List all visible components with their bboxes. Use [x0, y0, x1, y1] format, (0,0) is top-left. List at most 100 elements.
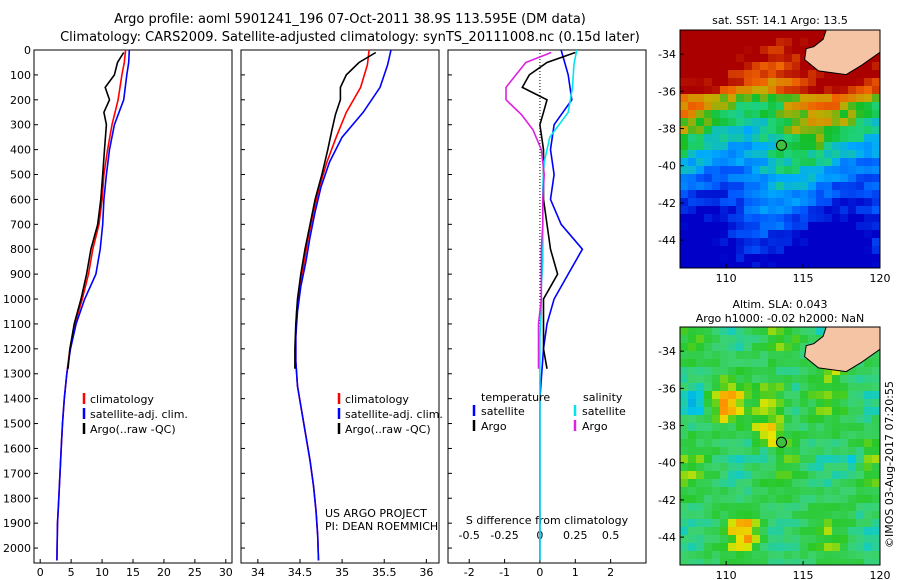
- map-cell: [776, 118, 784, 126]
- map-cell: [760, 110, 768, 118]
- map-cell: [712, 230, 720, 238]
- map-cell: [760, 511, 768, 519]
- map-cell: [704, 479, 712, 487]
- map-cell: [776, 94, 784, 102]
- map-cell: [768, 30, 776, 38]
- y-tick-label: -42: [658, 494, 676, 507]
- map-cell: [848, 399, 856, 407]
- y-tick-label: 1900: [3, 517, 31, 530]
- map-cell: [856, 262, 864, 268]
- map-cell: [792, 551, 800, 559]
- map-cell: [728, 383, 736, 391]
- map-cell: [800, 46, 808, 54]
- map-cell: [752, 142, 760, 150]
- map-cell: [752, 134, 760, 142]
- map-cell: [808, 118, 816, 126]
- y-tick-label: 900: [10, 268, 31, 281]
- map-cell: [864, 471, 872, 479]
- map-cell: [728, 230, 736, 238]
- map-cell: [704, 447, 712, 455]
- panel-frame: [33, 49, 233, 564]
- map-cell: [760, 94, 768, 102]
- map-cell: [832, 375, 840, 383]
- map-cell: [776, 262, 784, 268]
- x-tick-label: 36: [419, 566, 433, 579]
- map-cell: [816, 174, 824, 182]
- map-cell: [744, 519, 752, 527]
- map-cell: [776, 86, 784, 94]
- map-cell: [760, 118, 768, 126]
- map-cell: [840, 78, 848, 86]
- map-cell: [856, 431, 864, 439]
- map-cell: [792, 511, 800, 519]
- map-cell: [696, 535, 704, 543]
- map-cell: [816, 222, 824, 230]
- map-cell: [680, 535, 688, 543]
- map-cell: [720, 455, 728, 463]
- map-cell: [728, 471, 736, 479]
- map-cell: [792, 439, 800, 447]
- map-cell: [752, 174, 760, 182]
- map-cell: [856, 126, 864, 134]
- map-cell: [736, 30, 744, 38]
- map-cell: [792, 142, 800, 150]
- panel-frame: [447, 49, 647, 564]
- map-cell: [752, 86, 760, 94]
- map-cell: [720, 487, 728, 495]
- map-cell: [816, 254, 824, 262]
- y-tick-label: 1100: [3, 318, 31, 331]
- legend-label: Argo(..raw -QC): [345, 423, 431, 436]
- map-cell: [784, 214, 792, 222]
- map-cell: [744, 94, 752, 102]
- map-cell: [848, 527, 856, 535]
- map-cell: [760, 367, 768, 375]
- map-cell: [856, 238, 864, 246]
- x-tick-label: 34: [251, 566, 265, 579]
- map-cell: [744, 487, 752, 495]
- map-cell: [816, 535, 824, 543]
- map-cell: [728, 254, 736, 262]
- map-cell: [752, 254, 760, 262]
- map-cell: [696, 78, 704, 86]
- map-cell: [864, 527, 872, 535]
- map-cell: [704, 102, 712, 110]
- map-cell: [808, 254, 816, 262]
- map-cell: [768, 38, 776, 46]
- map-cell: [760, 423, 768, 431]
- map-cell: [792, 455, 800, 463]
- map-cell: [728, 327, 736, 335]
- map-cell: [744, 327, 752, 335]
- map-cell: [856, 222, 864, 230]
- map-cell: [720, 118, 728, 126]
- map-cell: [752, 503, 760, 511]
- map-cell: [720, 439, 728, 447]
- map-cell: [720, 262, 728, 268]
- map-cell: [784, 367, 792, 375]
- map-cell: [816, 214, 824, 222]
- map-cell: [720, 447, 728, 455]
- map-cell: [744, 543, 752, 551]
- map-cell: [728, 391, 736, 399]
- map-cell: [872, 94, 880, 102]
- map-cell: [760, 407, 768, 415]
- map-cell: [688, 439, 696, 447]
- map-cell: [856, 471, 864, 479]
- map-cell: [696, 359, 704, 367]
- map-cell: [744, 214, 752, 222]
- map-cell: [688, 391, 696, 399]
- map-cell: [808, 30, 816, 38]
- map-cell: [728, 535, 736, 543]
- map-cell: [792, 423, 800, 431]
- legend-label: satellite-adj. clim.: [345, 408, 443, 421]
- map-cell: [800, 367, 808, 375]
- map-cell: [792, 471, 800, 479]
- map-cell: [720, 463, 728, 471]
- map-cell: [816, 383, 824, 391]
- map-cell: [784, 351, 792, 359]
- map-cell: [704, 407, 712, 415]
- x-tick-label: 0: [37, 566, 44, 579]
- map-cell: [864, 222, 872, 230]
- map-cell: [680, 327, 688, 335]
- map-cell: [840, 495, 848, 503]
